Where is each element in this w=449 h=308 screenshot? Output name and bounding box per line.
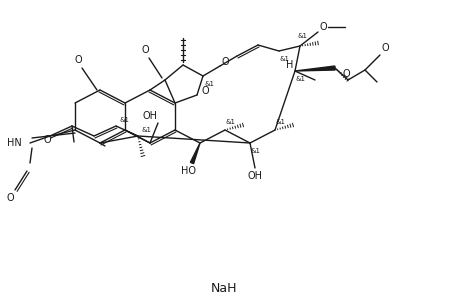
Text: O: O	[6, 193, 14, 203]
Text: &1: &1	[141, 127, 151, 133]
Text: &1: &1	[204, 81, 214, 87]
Text: O: O	[381, 43, 389, 53]
Polygon shape	[190, 143, 200, 164]
Text: O: O	[221, 57, 229, 67]
Text: O: O	[141, 45, 149, 55]
Text: &1: &1	[279, 56, 289, 62]
Text: O: O	[319, 22, 327, 32]
Text: &1: &1	[295, 76, 305, 82]
Text: OH: OH	[142, 111, 158, 121]
Text: OH: OH	[247, 171, 263, 181]
Text: &1: &1	[250, 148, 260, 154]
Text: O: O	[201, 86, 209, 96]
Text: &1: &1	[225, 119, 235, 125]
Text: &1: &1	[275, 119, 285, 125]
Polygon shape	[295, 66, 335, 71]
Text: HO: HO	[180, 166, 195, 176]
Text: O: O	[74, 55, 82, 65]
Text: HN: HN	[7, 138, 22, 148]
Text: &1: &1	[298, 33, 308, 39]
Text: NaH: NaH	[211, 282, 237, 294]
Text: H: H	[286, 60, 294, 70]
Text: O: O	[43, 135, 51, 145]
Text: &1: &1	[119, 117, 129, 123]
Text: O: O	[342, 69, 350, 79]
